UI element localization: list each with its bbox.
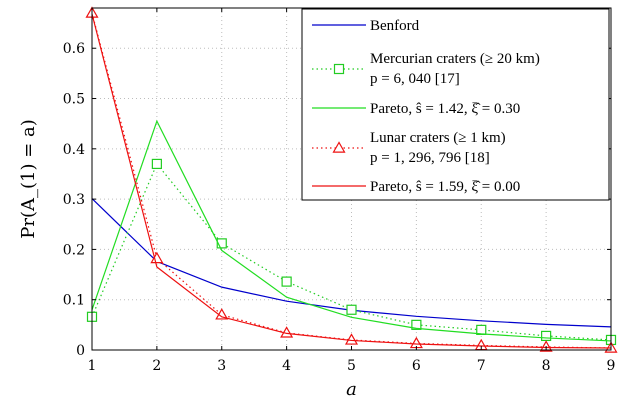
data-point: [541, 330, 552, 342]
series-4: [91, 13, 612, 349]
legend-label: Pareto, ŝ = 1.42, ξ̂ = 0.30: [370, 101, 520, 117]
x-tick-label: 8: [542, 358, 551, 374]
legend: Benford Mercurian craters (≥ 20 km) p = 6,…: [301, 8, 610, 201]
x-tick-label: 4: [282, 358, 291, 374]
y-tick-label: 0.5: [63, 92, 85, 108]
data-point: [346, 304, 357, 315]
y-tick-label: 0.2: [63, 242, 85, 258]
x-tick-label: 7: [477, 358, 486, 374]
x-tick-label: 6: [412, 358, 421, 374]
legend-swatch-marker: [333, 63, 345, 75]
data-point: [216, 238, 227, 249]
series-2: [91, 119, 612, 342]
data-point: [281, 276, 292, 287]
y-axis-label: Pr(A_(1) = a): [18, 119, 39, 239]
legend-label: Lunar craters (≥ 1 km): [370, 130, 506, 146]
legend-swatch-marker: [332, 141, 346, 153]
data-point: [151, 158, 162, 170]
legend-box: [301, 8, 610, 201]
y-tick-label: 0.1: [63, 293, 85, 309]
legend-entry: Lunar craters (≥ 1 km) p = 1, 296, 796 [1…: [312, 130, 506, 166]
legend-entry: Pareto, ŝ = 1.59, ξ̂ = 0.00: [312, 179, 520, 195]
x-tick-label: 9: [607, 358, 616, 374]
y-tick-label: 0.3: [63, 192, 85, 208]
legend-label: Pareto, ŝ = 1.59, ξ̂ = 0.00: [370, 179, 520, 195]
data-point: [344, 333, 359, 345]
tick-labels: 1 2 3 4 5 6 7 8 9 0 0.1 0.2 0.3 0.4 0.5 0.6: [63, 41, 616, 374]
legend-label-line2: p = 1, 296, 796 [18]: [370, 150, 490, 166]
data-point: [476, 324, 487, 335]
legend-entry: Pareto, ŝ = 1.42, ξ̂ = 0.30: [312, 101, 520, 117]
legend-label: Mercurian craters (≥ 20 km): [370, 51, 540, 67]
x-tick-label: 3: [217, 358, 226, 374]
legend-entry: Mercurian craters (≥ 20 km) p = 6, 040 [1…: [312, 51, 540, 87]
x-tick-label: 2: [152, 358, 161, 374]
x-tick-label: 1: [88, 358, 97, 374]
legend-label: Benford: [370, 18, 420, 34]
legend-entry: Benford: [312, 18, 420, 34]
y-tick-label: 0: [76, 343, 85, 359]
x-tick-label: 5: [347, 358, 356, 374]
series-line: [91, 119, 612, 342]
series-line: [91, 13, 612, 349]
data-point: [411, 319, 422, 330]
y-tick-label: 0.6: [63, 41, 85, 57]
y-tick-label: 0.4: [63, 142, 85, 158]
x-axis-label: a: [346, 379, 357, 400]
legend-label-line2: p = 6, 040 [17]: [370, 71, 460, 87]
